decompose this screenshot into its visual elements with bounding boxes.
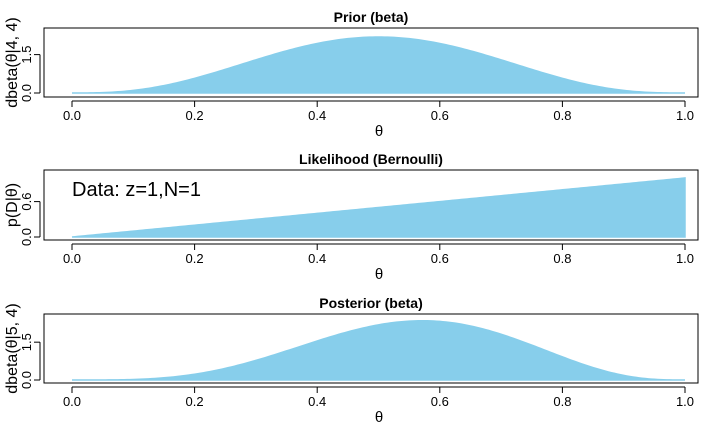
data-annotation: Data: z=1,N=1 — [72, 179, 201, 201]
x-tick-label: 0.6 — [431, 251, 449, 266]
density-area — [72, 36, 685, 94]
x-tick-label: 0.0 — [63, 108, 81, 123]
y-tick-label: 1.5 — [19, 46, 34, 64]
x-axis-label: θ — [375, 123, 383, 140]
y-axis-label: dbeta(θ|5, 4) — [4, 303, 21, 393]
y-tick-label: 0.6 — [19, 193, 34, 211]
x-tick-label: 1.0 — [676, 108, 694, 123]
x-tick-label: 0.8 — [553, 108, 571, 123]
x-tick-label: 1.0 — [676, 394, 694, 409]
y-axis-label: p(D|θ) — [4, 183, 21, 227]
x-tick-label: 0.6 — [431, 394, 449, 409]
y-axis-label: dbeta(θ|4, 4) — [4, 17, 21, 107]
density-area — [71, 177, 686, 238]
y-tick-label: 0.0 — [19, 371, 34, 389]
panel-1: Prior (beta) 0.0 0.2 0.4 0.6 0.8 1.0 θ 0.0 1.5dbe… — [4, 9, 699, 140]
x-tick-label: 0.4 — [308, 251, 326, 266]
y-tick-label: 0.0 — [19, 228, 34, 246]
panel-3: Posterior (beta) 0.0 0.2 0.4 0.6 0.8 1.0 θ 0.0 1.… — [4, 295, 699, 426]
x-tick-label: 0.8 — [553, 251, 571, 266]
x-axis-label: θ — [375, 409, 383, 426]
x-tick-label: 0.8 — [553, 394, 571, 409]
y-tick-label: 1.5 — [19, 333, 34, 351]
x-tick-label: 0.2 — [186, 251, 204, 266]
x-tick-label: 0.4 — [308, 394, 326, 409]
chart-title: Prior (beta) — [334, 9, 409, 25]
density-area — [72, 319, 685, 381]
x-tick-label: 0.4 — [308, 108, 326, 123]
plot-frame — [43, 313, 699, 384]
chart-title: Likelihood (Bernoulli) — [299, 151, 443, 167]
chart-title: Posterior (beta) — [319, 295, 422, 311]
x-axis-label: θ — [375, 266, 383, 283]
panel-2: Likelihood (Bernoulli) 0.0 0.2 0.4 0.6 0.8 1.0… — [4, 151, 699, 283]
x-tick-label: 0.0 — [63, 394, 81, 409]
x-tick-label: 0.2 — [186, 394, 204, 409]
plot-frame — [43, 27, 699, 98]
x-tick-label: 1.0 — [676, 251, 694, 266]
plot-frame — [43, 169, 699, 241]
x-tick-label: 0.2 — [186, 108, 204, 123]
x-tick-label: 0.0 — [63, 251, 81, 266]
x-tick-label: 0.6 — [431, 108, 449, 123]
y-tick-label: 0.0 — [19, 84, 34, 102]
